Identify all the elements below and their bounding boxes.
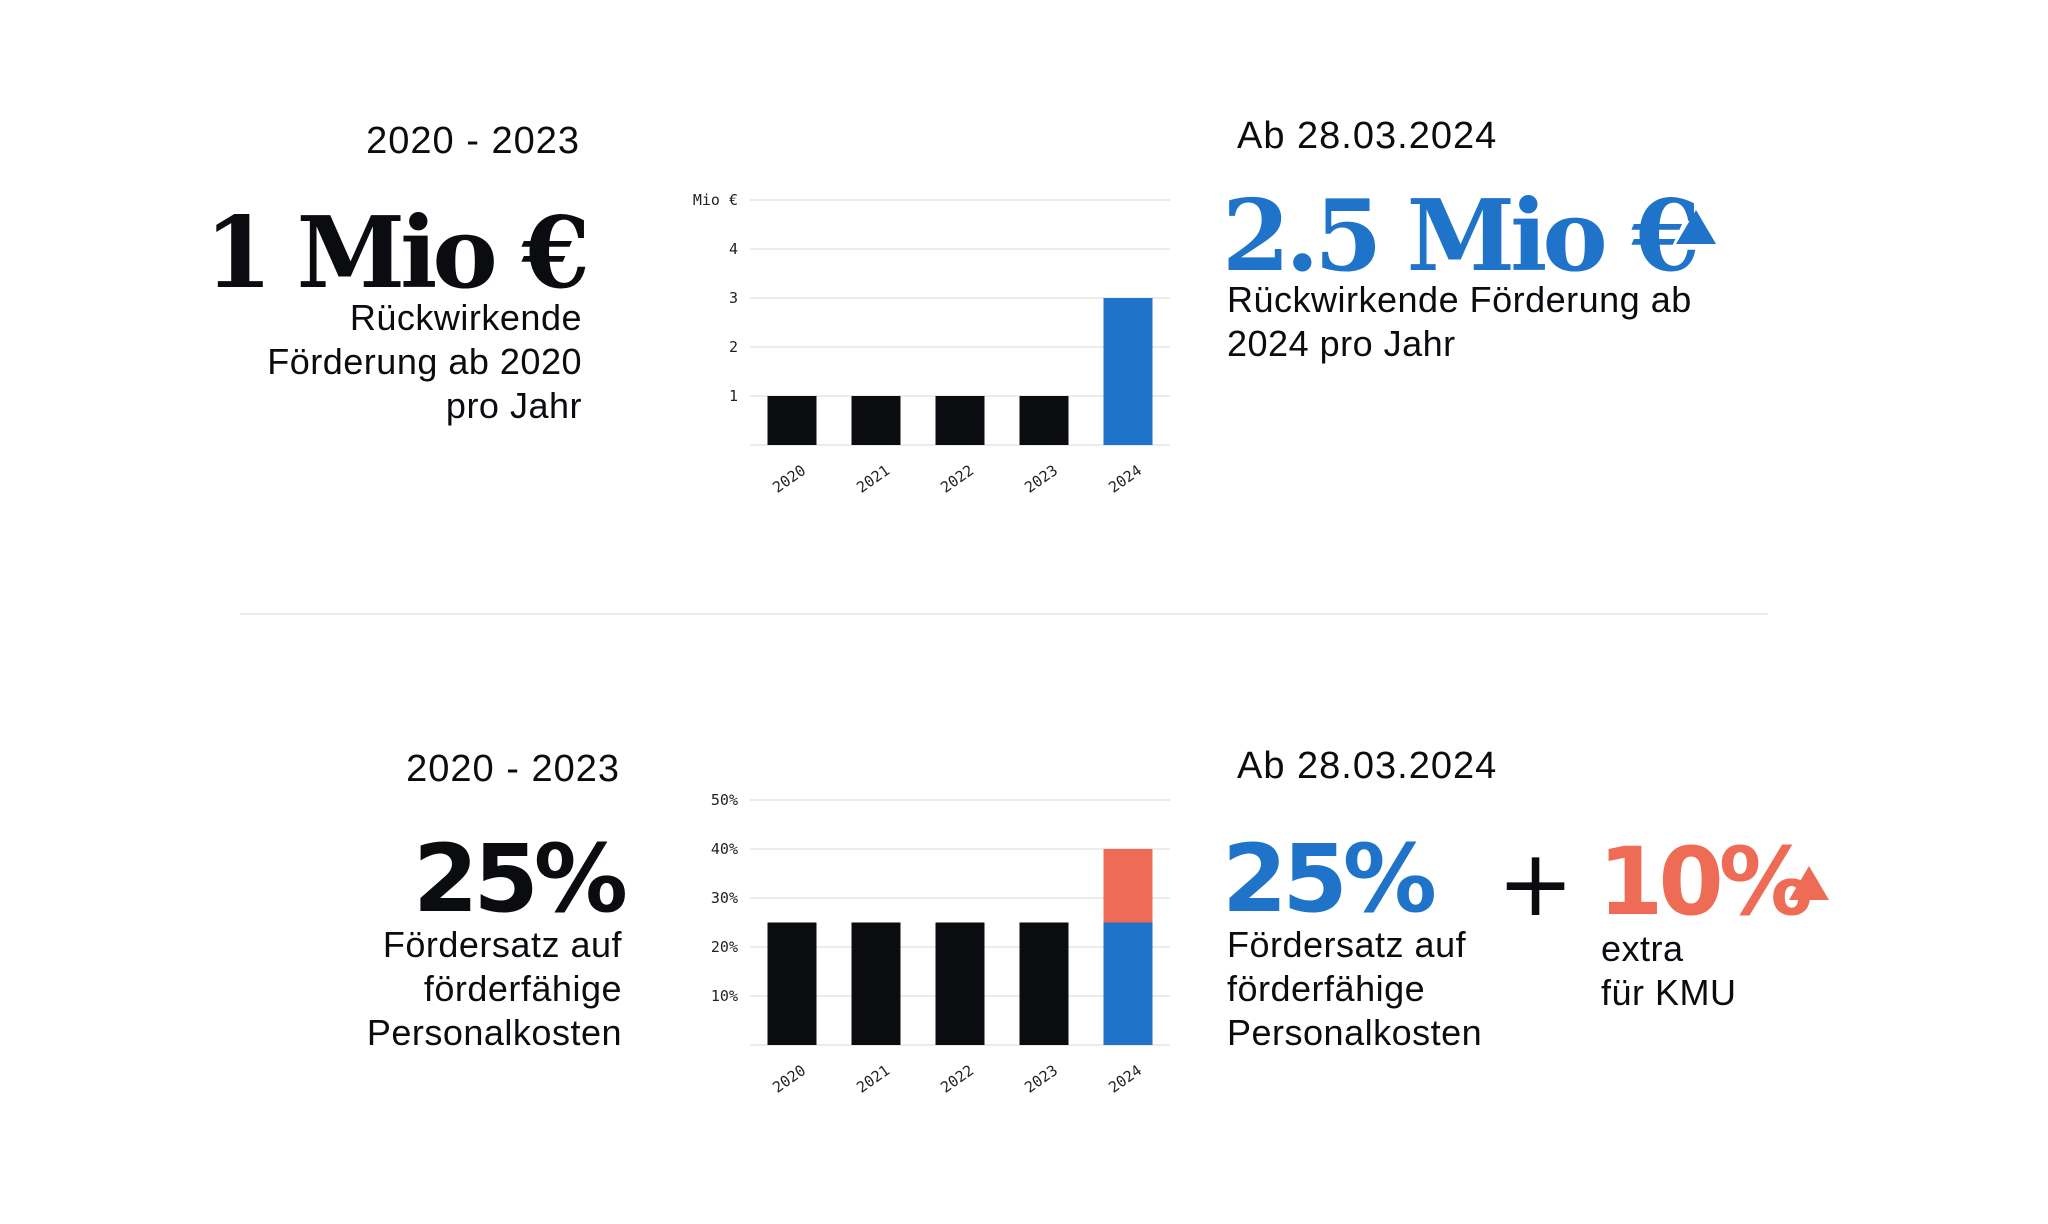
triangle-up-icon <box>1789 866 1829 900</box>
bar <box>1103 298 1153 445</box>
funding-rate-new: 25% <box>1222 825 1437 934</box>
x-tick-label: 2024 <box>1105 1061 1145 1096</box>
y-tick-label: 10% <box>711 987 738 1005</box>
period-label: 2020 - 2023 <box>406 748 620 790</box>
y-tick-label: 50% <box>711 791 738 809</box>
extra-rate: 10% <box>1598 828 1813 937</box>
x-tick-label: 2024 <box>1105 461 1145 496</box>
y-tick-label: 30% <box>711 889 738 907</box>
x-tick-label: 2020 <box>769 1061 809 1096</box>
description-line: für KMU <box>1601 972 1737 1013</box>
bar <box>767 922 817 1045</box>
funding-bar-chart: 1 2 3 4 Mio € 2020 2021 2022 2023 2024 <box>693 191 1170 497</box>
period-label: Ab 28.03.2024 <box>1237 115 1498 157</box>
rate-description-new: Fördersatz auf förderfähige Personalkost… <box>1227 923 1482 1055</box>
x-tick-label: 2023 <box>1021 1061 1061 1096</box>
x-tick-label: 2023 <box>1021 461 1061 496</box>
y-tick-label: 1 <box>729 387 738 405</box>
x-tick-label: 2021 <box>853 1061 893 1096</box>
x-tick-label: 2022 <box>937 1061 977 1096</box>
x-tick-label: 2020 <box>769 461 809 496</box>
y-tick-label: 20% <box>711 938 738 956</box>
description-line: pro Jahr <box>445 385 582 426</box>
funding-amount: 1 Mio € <box>204 196 590 311</box>
description-line: 2024 pro Jahr <box>1227 323 1456 364</box>
description-line: förderfähige <box>423 968 622 1009</box>
description-line: Rückwirkende <box>349 297 582 338</box>
description-line: Rückwirkende Förderung ab <box>1227 279 1692 320</box>
funding-description: Rückwirkende Förderung ab 2020 pro Jahr <box>200 296 582 428</box>
y-axis-label: Mio € <box>693 191 738 209</box>
bar <box>1019 922 1069 1045</box>
x-tick-label: 2022 <box>937 461 977 496</box>
funding-rate: 25% <box>413 825 628 934</box>
bar <box>1019 396 1069 445</box>
description-line: Fördersatz auf <box>382 924 622 965</box>
funding-amount-new: 2.5 Mio € <box>1222 179 1700 294</box>
description-line: Personalkosten <box>366 1012 622 1053</box>
triangle-up-icon <box>1676 210 1716 244</box>
bar <box>935 396 985 445</box>
y-tick-label: 4 <box>729 240 738 258</box>
description-line: Förderung ab 2020 <box>267 341 582 382</box>
section-divider <box>240 613 1768 615</box>
y-tick-label: 2 <box>729 338 738 356</box>
description-line: förderfähige <box>1227 968 1426 1009</box>
extra-rate-description: extra für KMU <box>1601 927 1737 1015</box>
rate-bar-chart: 10% 20% 30% 40% 50% 2020 2021 2022 2023 2024 <box>711 791 1170 1097</box>
plus-sign: + <box>1497 830 1575 937</box>
funding-description-new: Rückwirkende Förderung ab 2024 pro Jahr <box>1227 278 1692 366</box>
x-tick-label: 2021 <box>853 461 893 496</box>
bar <box>935 922 985 1045</box>
bar <box>851 396 901 445</box>
y-tick-label: 40% <box>711 840 738 858</box>
description-line: extra <box>1601 928 1684 969</box>
description-line: Personalkosten <box>1227 1012 1483 1053</box>
bar <box>851 922 901 1045</box>
y-tick-label: 3 <box>729 289 738 307</box>
period-label: 2020 - 2023 <box>366 120 580 162</box>
period-label: Ab 28.03.2024 <box>1237 745 1498 787</box>
bar <box>1103 922 1153 1045</box>
bar <box>1103 849 1153 923</box>
rate-description: Fördersatz auf förderfähige Personalkost… <box>300 923 622 1055</box>
bar <box>767 396 817 445</box>
description-line: Fördersatz auf <box>1227 924 1467 965</box>
